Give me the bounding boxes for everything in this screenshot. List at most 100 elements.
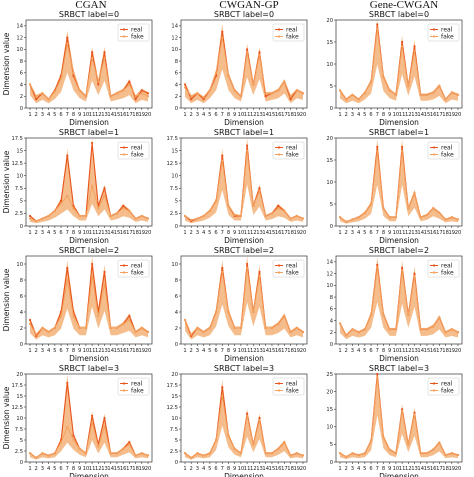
x-tick-label: 10 — [393, 466, 400, 472]
data-point-fake — [456, 93, 460, 96]
plot-frame — [25, 137, 153, 227]
x-tick-label: 5 — [363, 230, 366, 236]
legend-marker-fake — [122, 389, 126, 392]
x-tick-label: 6 — [214, 112, 217, 118]
legend-marker-fake — [277, 389, 281, 392]
series-line-fake — [29, 43, 149, 100]
data-point-fake — [345, 455, 348, 458]
series-line-fake — [29, 275, 149, 336]
x-tick-label: 2 — [190, 230, 193, 236]
x-tick-label: 9 — [78, 230, 81, 236]
data-point-fake — [419, 452, 422, 455]
x-tick-label: 12 — [250, 348, 257, 354]
data-point-real — [413, 272, 416, 275]
data-point-fake — [72, 207, 75, 210]
y-tick-label: 12 — [171, 35, 178, 41]
x-tick-label: 14 — [262, 230, 269, 236]
data-point-fake — [47, 98, 50, 101]
data-point-fake — [72, 438, 75, 442]
data-point-real — [28, 318, 32, 322]
data-point-fake — [252, 83, 255, 86]
data-point-fake — [53, 209, 56, 213]
data-point-fake — [59, 441, 63, 444]
data-point-fake — [134, 95, 137, 98]
y-tick-label: 0 — [175, 342, 178, 348]
x-tick-label: 14 — [107, 348, 114, 354]
y-axis-label: Dimension value — [2, 32, 11, 95]
data-point-fake — [35, 456, 38, 459]
data-point-fake — [97, 207, 100, 210]
data-point-fake — [438, 211, 441, 214]
y-tick-label: 8 — [330, 295, 333, 301]
plot-frame — [180, 255, 308, 345]
x-tick-label: 7 — [376, 348, 379, 354]
x-tick-label: 6 — [369, 348, 372, 354]
y-tick-label: 10 — [16, 416, 23, 422]
y-tick-label: 10 — [16, 262, 23, 268]
x-tick-label: 12 — [250, 466, 257, 472]
legend-label-fake: fake — [131, 388, 144, 395]
x-tick-label: 7 — [66, 230, 69, 236]
x-tick-label: 2 — [35, 348, 38, 354]
data-point-fake — [66, 194, 69, 197]
data-point-real — [401, 145, 404, 148]
y-tick-label: 2 — [175, 94, 178, 100]
data-point-fake — [35, 333, 38, 336]
legend-marker-real — [432, 28, 436, 31]
data-point-fake — [109, 95, 112, 98]
x-tick-label: 20 — [455, 230, 462, 236]
legend-marker-real — [277, 264, 281, 267]
y-tick-label: 7.5 — [15, 427, 23, 433]
data-point-fake — [258, 274, 261, 278]
data-point-fake — [301, 454, 305, 457]
y-tick-label: 10 — [171, 47, 178, 53]
data-point-real — [413, 45, 416, 48]
data-point-real — [246, 412, 249, 415]
x-tick-label: 18 — [132, 230, 139, 236]
data-point-real — [221, 30, 224, 33]
data-point-fake — [190, 95, 193, 98]
data-point-fake — [401, 269, 404, 272]
y-tick-label: 10 — [326, 425, 333, 431]
data-point-fake — [103, 282, 106, 286]
x-tick-label: 8 — [72, 230, 75, 236]
x-tick-label: 3 — [41, 230, 44, 236]
x-tick-label: 9 — [78, 348, 81, 354]
x-tick-label: 8 — [72, 112, 75, 118]
x-tick-label: 2 — [190, 112, 193, 118]
x-tick-label: 18 — [287, 466, 294, 472]
x-tick-label: 11 — [89, 466, 96, 472]
data-point-fake — [301, 217, 305, 220]
panel-title: SRBCT label=1 — [369, 128, 429, 137]
y-tick-label: 5 — [175, 199, 178, 205]
data-point-fake — [432, 91, 435, 94]
data-point-fake — [190, 333, 193, 336]
x-tick-label: 19 — [293, 230, 300, 236]
legend-marker-real — [122, 382, 126, 385]
x-tick-label: 12 — [95, 112, 102, 118]
data-point-fake — [357, 453, 360, 457]
data-point-fake — [233, 213, 236, 217]
x-tick-label: 10 — [238, 466, 245, 472]
data-point-fake — [363, 211, 366, 214]
x-tick-label: 8 — [382, 466, 385, 472]
data-point-fake — [233, 326, 236, 330]
legend-marker-real — [277, 382, 281, 385]
data-point-fake — [363, 91, 366, 94]
legend-marker-fake — [122, 153, 126, 156]
data-point-fake — [221, 159, 224, 162]
y-tick-label: 15 — [16, 394, 23, 400]
y-tick-label: 20 — [326, 18, 333, 24]
x-tick-label: 12 — [95, 348, 102, 354]
x-tick-label: 8 — [227, 230, 230, 236]
x-tick-label: 6 — [59, 348, 62, 354]
y-tick-label: 4 — [175, 310, 179, 316]
data-point-fake — [72, 314, 75, 318]
data-point-fake — [369, 202, 373, 206]
legend-label-real: real — [286, 263, 298, 270]
y-tick-label: 17.5 — [11, 136, 23, 142]
data-point-real — [103, 51, 106, 54]
data-point-real — [190, 334, 193, 338]
